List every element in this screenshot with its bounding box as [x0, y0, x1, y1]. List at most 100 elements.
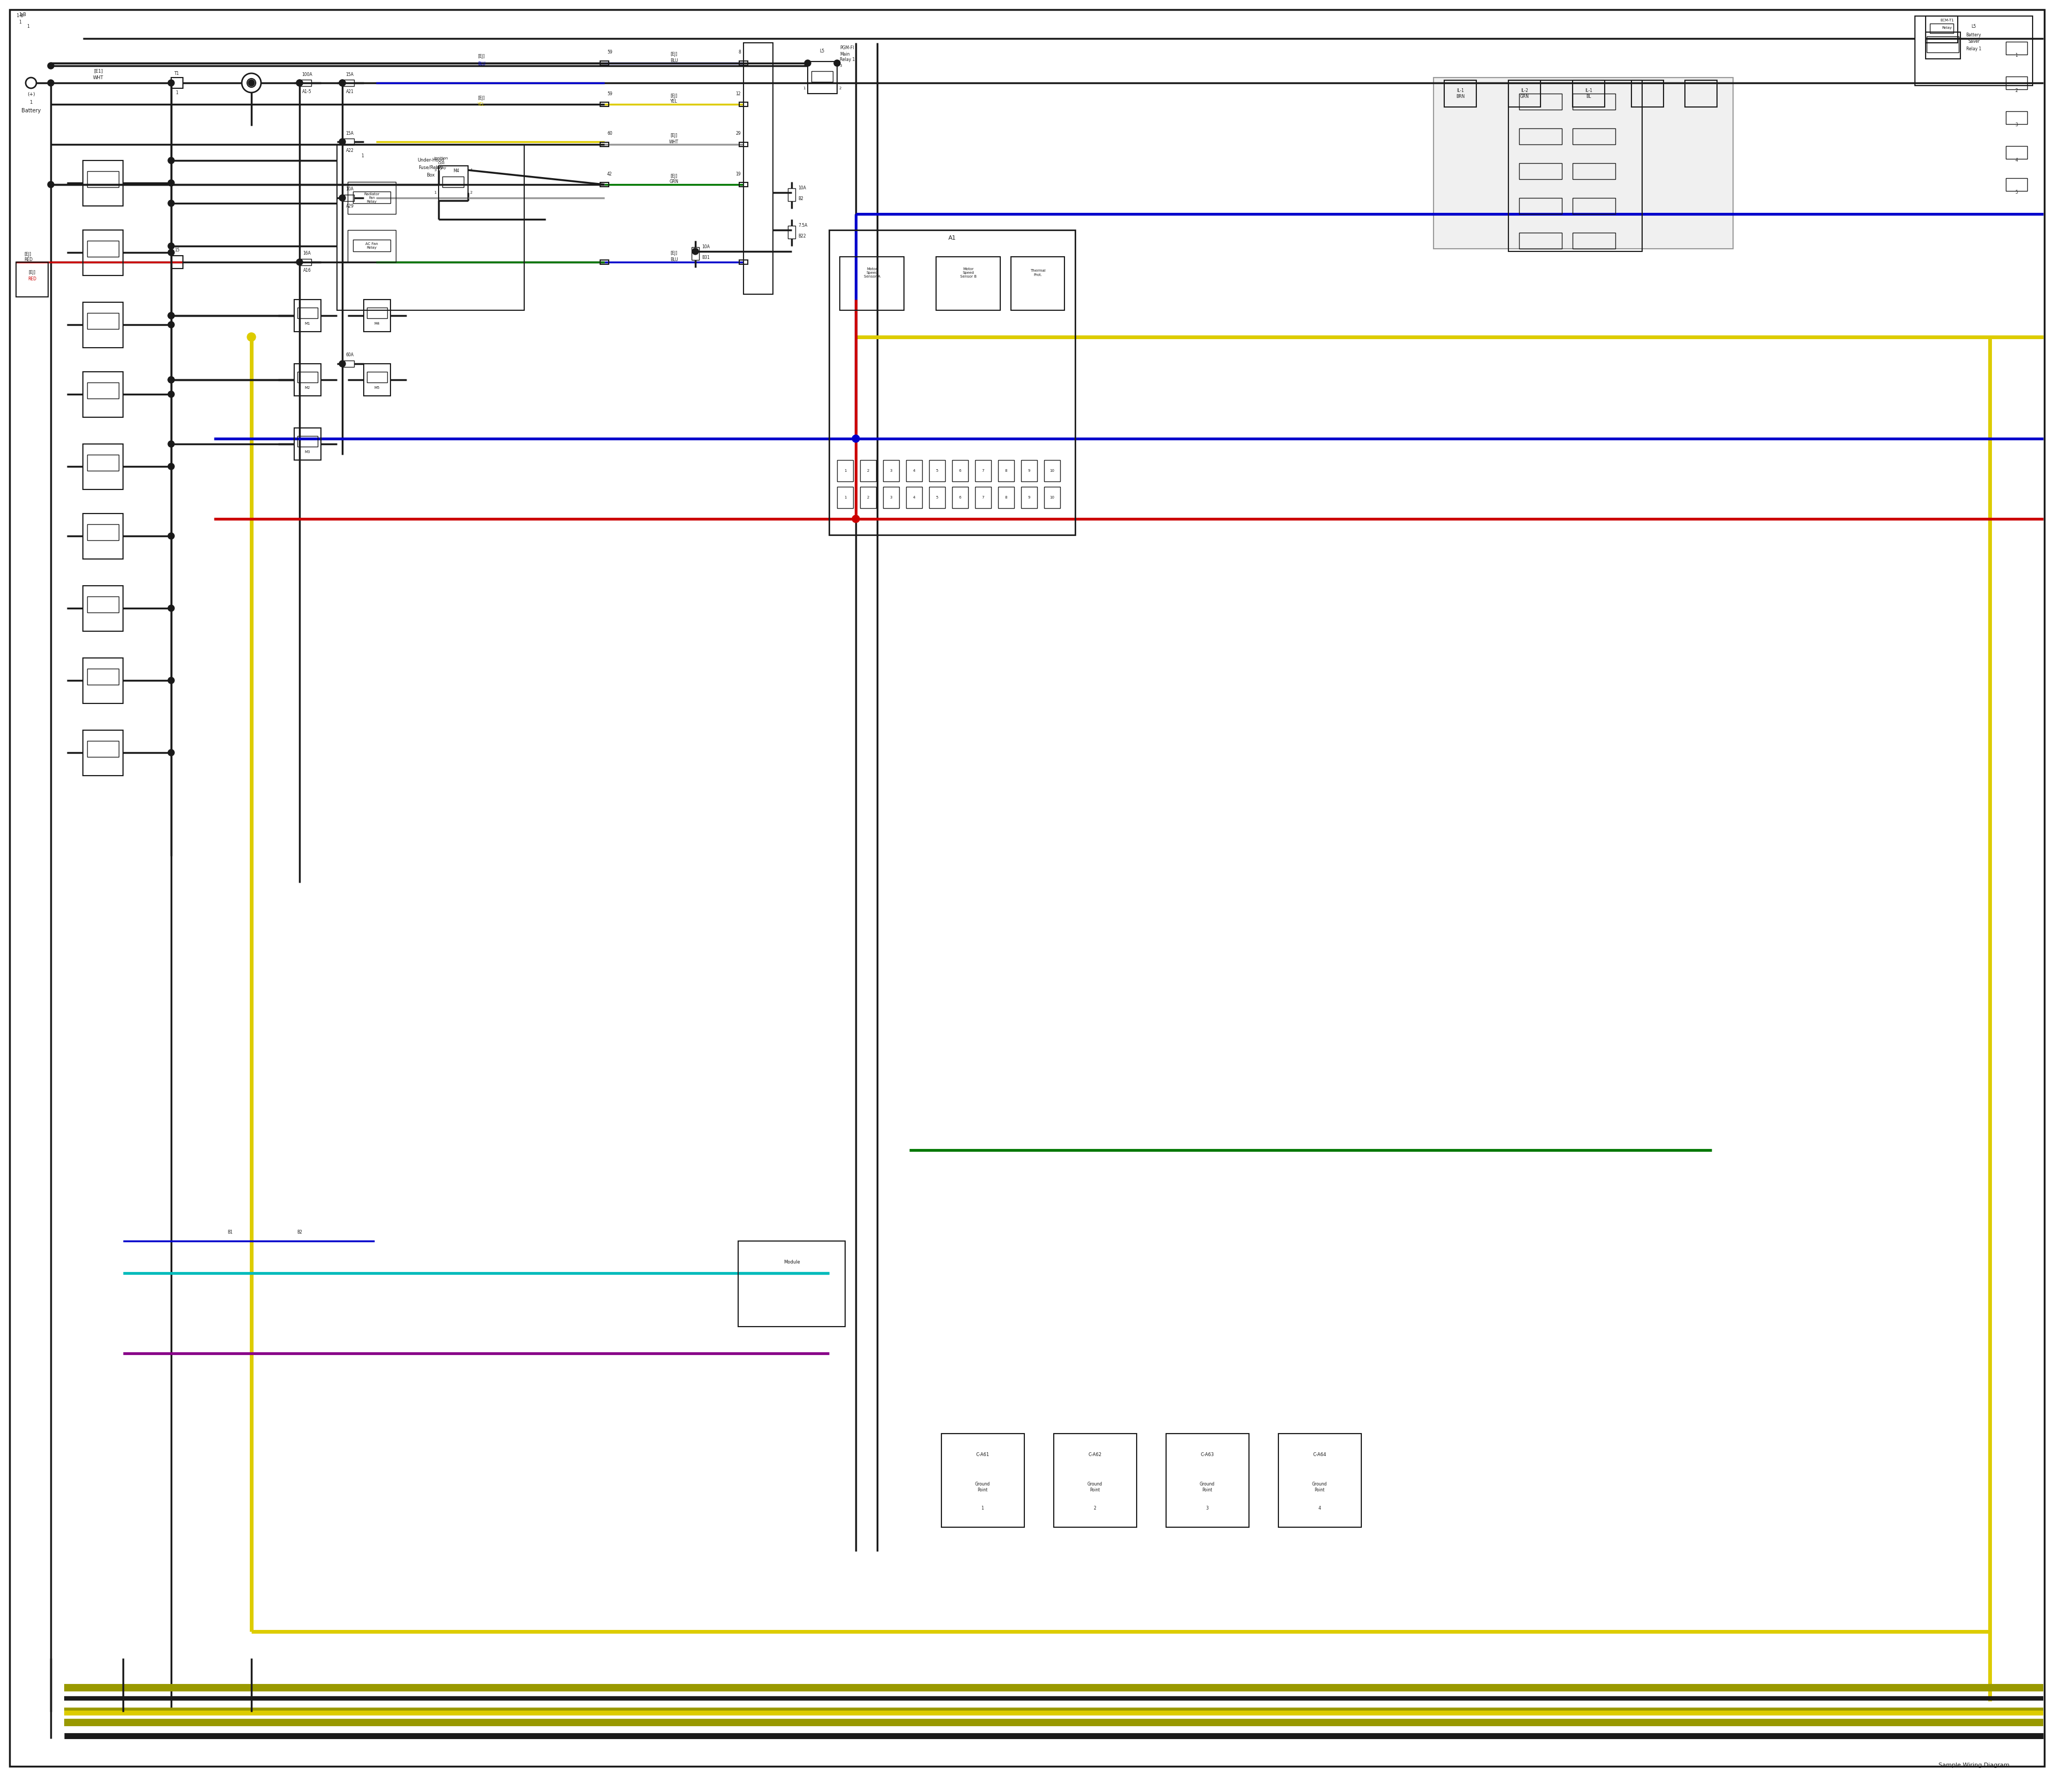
Circle shape: [692, 249, 698, 254]
Circle shape: [168, 391, 175, 398]
Text: 1-B: 1-B: [18, 13, 27, 18]
Text: YEL: YEL: [670, 99, 678, 104]
Bar: [998, 461, 1015, 482]
Text: C-A64: C-A64: [1313, 1453, 1327, 1457]
Text: PGM-FI: PGM-FI: [840, 47, 854, 50]
Text: B2: B2: [799, 197, 803, 201]
Bar: [337, 145, 524, 310]
Text: 60A: 60A: [345, 353, 353, 358]
Text: 1: 1: [844, 470, 846, 473]
Bar: [976, 487, 992, 509]
Bar: [294, 364, 320, 396]
Bar: [789, 188, 795, 201]
Bar: [86, 525, 119, 539]
Bar: [600, 142, 608, 147]
Text: M4: M4: [374, 323, 380, 324]
Bar: [170, 256, 183, 269]
Text: BLU: BLU: [477, 61, 485, 66]
Text: 1: 1: [982, 1505, 984, 1511]
Text: B31: B31: [702, 256, 711, 260]
Bar: [928, 487, 945, 509]
Circle shape: [168, 321, 175, 328]
Bar: [86, 740, 119, 756]
Text: Motor
Speed
Sensor A: Motor Speed Sensor A: [863, 267, 879, 278]
Text: Relay: Relay: [435, 167, 446, 170]
Text: Sample Wiring Diagram: Sample Wiring Diagram: [1939, 1763, 2009, 1769]
Text: C-A61: C-A61: [976, 1453, 990, 1457]
Bar: [906, 461, 922, 482]
Text: 6: 6: [959, 470, 961, 473]
Bar: [353, 240, 390, 251]
Circle shape: [168, 606, 175, 611]
Bar: [941, 1434, 1025, 1527]
Text: A29: A29: [345, 204, 353, 210]
Text: 1: 1: [433, 192, 435, 194]
Bar: [2007, 177, 2027, 192]
Text: Fuse/Relay: Fuse/Relay: [419, 165, 444, 170]
Text: 4: 4: [912, 470, 916, 473]
Bar: [838, 461, 852, 482]
Text: 59: 59: [608, 50, 612, 56]
Bar: [811, 72, 832, 82]
Bar: [807, 61, 838, 93]
Bar: [347, 229, 396, 262]
Bar: [343, 79, 353, 86]
Bar: [82, 229, 123, 276]
Circle shape: [168, 532, 175, 539]
Bar: [1444, 81, 1477, 108]
Circle shape: [339, 195, 345, 201]
Text: 3: 3: [889, 496, 891, 500]
Text: [EJ]: [EJ]: [670, 52, 678, 57]
Circle shape: [168, 244, 175, 249]
Text: 4: 4: [2015, 158, 2017, 163]
Text: Box: Box: [427, 174, 435, 177]
Circle shape: [47, 181, 53, 188]
Bar: [442, 177, 464, 186]
Bar: [1520, 197, 1561, 213]
Circle shape: [852, 435, 859, 443]
Bar: [1021, 461, 1037, 482]
Text: AC Fan
Relay: AC Fan Relay: [366, 242, 378, 249]
Text: 16A: 16A: [304, 251, 310, 256]
Bar: [861, 487, 877, 509]
Text: IL-2
GRN: IL-2 GRN: [1520, 88, 1528, 99]
Text: T1: T1: [175, 72, 179, 75]
Circle shape: [249, 79, 255, 86]
Circle shape: [852, 514, 859, 523]
Text: [EJ]: [EJ]: [479, 54, 485, 59]
Circle shape: [168, 179, 175, 186]
Bar: [1573, 197, 1614, 213]
Text: C-A62: C-A62: [1089, 1453, 1101, 1457]
Bar: [739, 260, 748, 263]
Text: Thermal
Prot.: Thermal Prot.: [1029, 269, 1045, 276]
Bar: [1508, 81, 1540, 108]
Bar: [82, 161, 123, 206]
Text: Ignition: Ignition: [433, 156, 448, 159]
Bar: [600, 102, 608, 106]
Text: 15: 15: [175, 247, 179, 253]
Bar: [343, 138, 353, 145]
Text: 1: 1: [844, 496, 846, 500]
Text: 15A: 15A: [345, 72, 353, 77]
Text: 2: 2: [867, 470, 869, 473]
Text: 59: 59: [608, 91, 612, 97]
Bar: [1631, 81, 1664, 108]
Text: 7: 7: [982, 496, 984, 500]
Bar: [2007, 111, 2027, 124]
Text: BLU: BLU: [670, 256, 678, 262]
Bar: [789, 226, 795, 238]
Bar: [737, 1242, 844, 1326]
Text: (+): (+): [27, 91, 35, 97]
Bar: [82, 371, 123, 418]
Bar: [86, 382, 119, 398]
Circle shape: [168, 79, 175, 86]
Text: 2: 2: [470, 192, 472, 194]
Bar: [1278, 1434, 1362, 1527]
Text: A1: A1: [949, 235, 955, 240]
Text: ECM-T1: ECM-T1: [1941, 18, 1953, 22]
Text: L5: L5: [820, 48, 824, 54]
Bar: [906, 487, 922, 509]
Bar: [364, 299, 390, 332]
Bar: [739, 102, 748, 106]
Text: 8: 8: [1004, 496, 1006, 500]
